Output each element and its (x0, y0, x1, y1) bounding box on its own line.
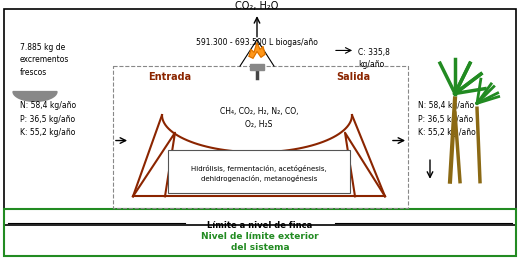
Text: Hidrólisis, fermentación, acetógénesis,
dehidrogenación, metanogénesis: Hidrólisis, fermentación, acetógénesis, … (191, 165, 327, 182)
Text: del sistema: del sistema (231, 243, 289, 252)
Bar (250, 64, 264, 70)
Text: N: 58,4 kg/año
P: 36,5 kg/año
K: 55,2 kg /año: N: 58,4 kg/año P: 36,5 kg/año K: 55,2 kg… (418, 101, 476, 137)
Text: Límite a nivel de finca: Límite a nivel de finca (207, 221, 313, 230)
FancyBboxPatch shape (4, 9, 516, 225)
Polygon shape (249, 43, 265, 58)
Text: CH₄, CO₂, H₂, N₂, CO,
O₂, H₂S: CH₄, CO₂, H₂, N₂, CO, O₂, H₂S (220, 107, 298, 129)
Text: Salida: Salida (336, 72, 370, 82)
Text: C: 335,8
kg/año: C: 335,8 kg/año (358, 49, 390, 69)
Text: Nivel de límite exterior: Nivel de límite exterior (201, 232, 319, 241)
Text: N: 58,4 kg/año
P: 36,5 kg/año
K: 55,2 kg/año: N: 58,4 kg/año P: 36,5 kg/año K: 55,2 kg… (20, 101, 76, 137)
FancyBboxPatch shape (168, 150, 350, 193)
Text: Entrada: Entrada (148, 72, 191, 82)
Text: CO₂, H₂O: CO₂, H₂O (236, 1, 279, 11)
Polygon shape (13, 92, 57, 101)
Text: 7.885 kg de
excrementos
frescos: 7.885 kg de excrementos frescos (20, 43, 69, 76)
Text: 591.300 - 693.500 L biogas/año: 591.300 - 693.500 L biogas/año (196, 38, 318, 48)
